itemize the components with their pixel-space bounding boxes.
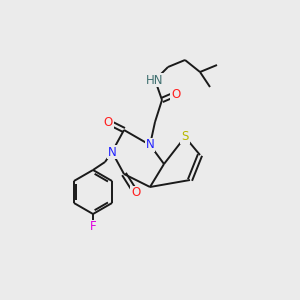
Text: S: S: [181, 130, 189, 143]
Text: O: O: [131, 187, 141, 200]
Text: F: F: [90, 220, 96, 233]
Text: N: N: [146, 139, 154, 152]
Text: N: N: [108, 146, 116, 158]
Text: HN: HN: [146, 74, 164, 86]
Text: O: O: [103, 116, 112, 128]
Text: O: O: [171, 88, 181, 100]
